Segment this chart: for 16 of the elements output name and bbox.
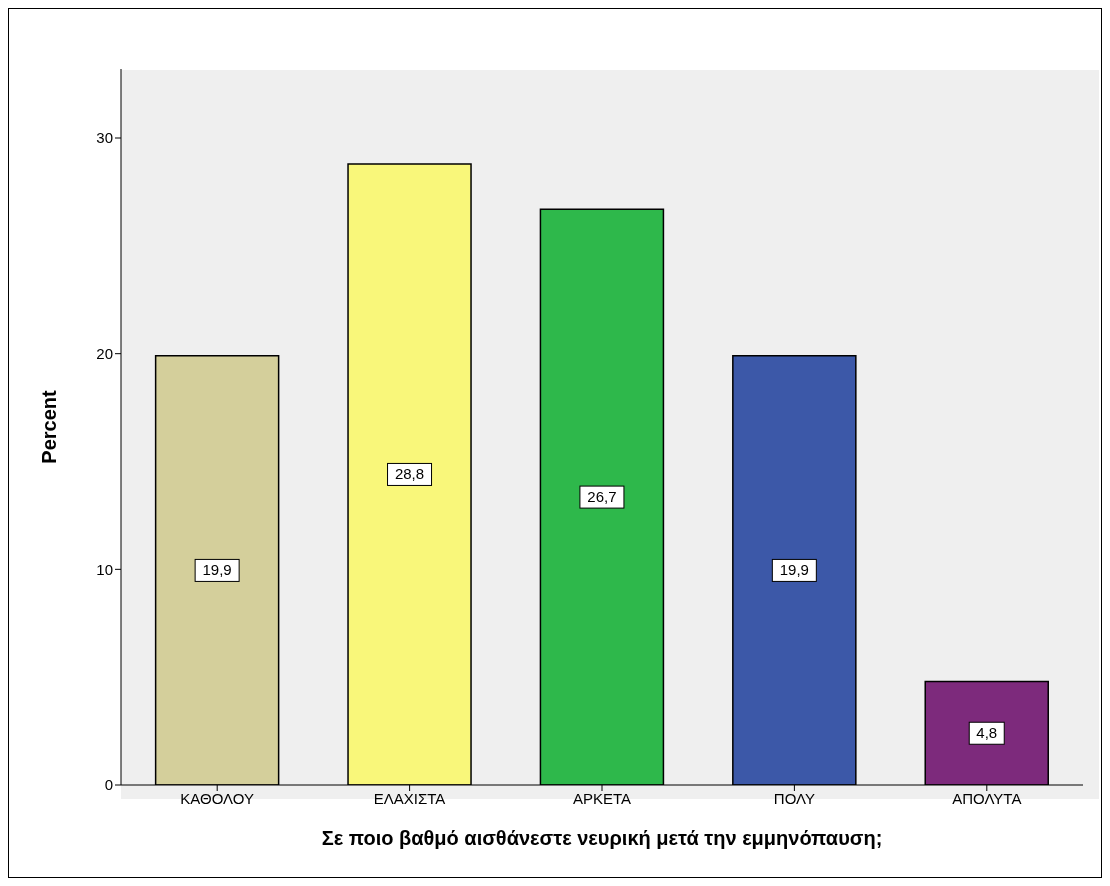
- y-axis-title: Percent: [38, 389, 61, 464]
- x-tick-label: ΕΛΑΧΙΣΤΑ: [373, 789, 446, 807]
- x-tick-label: ΠΟΛΥ: [773, 789, 815, 807]
- x-tick-label: ΚΑΘΟΛΟΥ: [180, 789, 255, 807]
- y-tick-label: 30: [96, 129, 113, 147]
- data-label: 26,7: [587, 488, 617, 506]
- data-label: 4,8: [976, 724, 998, 742]
- data-label: 28,8: [394, 465, 425, 483]
- y-tick-label: 10: [96, 560, 113, 578]
- y-tick-label: 20: [96, 345, 113, 362]
- x-axis-title: Σε ποιο βαθμό αισθάνεστε νευρική μετά την εμμηνόπαυση;: [321, 827, 883, 849]
- data-label: 19,9: [779, 561, 809, 579]
- x-tick-label: ΑΠΟΛΥΤΑ: [952, 789, 1022, 807]
- data-label: 19,9: [202, 561, 232, 579]
- y-tick-label: 0: [104, 776, 113, 794]
- x-tick-label: ΑΡΚΕΤΑ: [572, 789, 632, 807]
